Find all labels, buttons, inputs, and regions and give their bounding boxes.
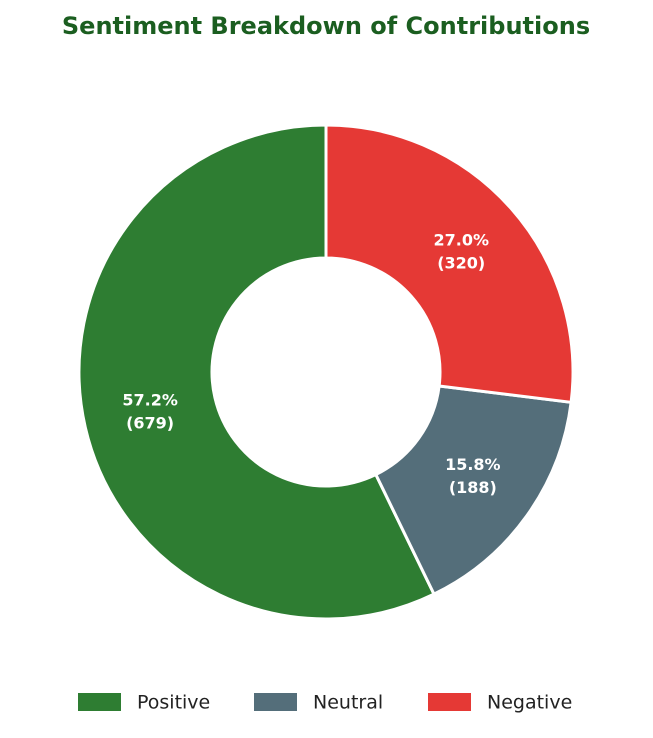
- slice: [324, 123, 575, 404]
- data-label: 27.0%: [433, 230, 489, 249]
- legend-label: Negative: [487, 692, 572, 714]
- data-label: (679): [126, 413, 174, 432]
- data-label: 57.2%: [122, 390, 178, 409]
- data-label: (188): [449, 478, 497, 497]
- legend-label: Positive: [137, 692, 210, 714]
- data-label: 15.8%: [445, 455, 501, 474]
- chart-title: Sentiment Breakdown of Contributions: [62, 12, 590, 40]
- legend-swatch: [78, 693, 121, 711]
- slice: [77, 123, 437, 621]
- legend-swatch: [254, 693, 297, 711]
- legend-swatch: [428, 693, 471, 711]
- legend-label: Neutral: [313, 692, 383, 714]
- data-label: (320): [437, 253, 485, 272]
- slice: [373, 384, 573, 597]
